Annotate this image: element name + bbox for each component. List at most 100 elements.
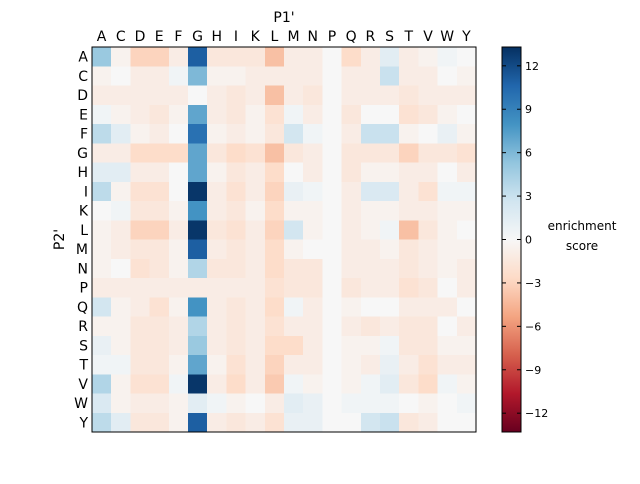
heatmap-cell [188,278,208,298]
heatmap-cell [130,181,150,202]
heatmap-cell [207,220,227,240]
heatmap-cell [437,297,458,317]
heatmap-cell [188,85,208,106]
heatmap-cell [303,316,323,337]
heatmap-cell [341,66,362,86]
heatmap-cell [341,104,362,125]
heatmap-cell [168,220,189,240]
heatmap-cell [245,181,266,202]
heatmap-cell [360,143,381,163]
heatmap-cell [188,316,208,337]
y-tick-label: R [78,319,88,335]
heatmap-cell [226,278,246,298]
heatmap-cell [207,239,227,260]
heatmap-cell [341,278,362,298]
x-tick-label: G [192,29,203,45]
heatmap-cell [437,104,458,125]
heatmap-cell [437,162,458,183]
heatmap-cell [303,335,323,356]
heatmap-cell [284,393,304,414]
heatmap-cell [207,335,227,356]
heatmap-cell [226,297,246,317]
heatmap-cell [380,181,400,202]
heatmap-cell [322,374,342,394]
heatmap-cell [380,66,400,86]
y-tick-label: P [80,281,88,297]
heatmap-cell [111,393,131,414]
plot-frame [91,46,477,433]
heatmap-cell [380,85,400,106]
x-tick-label: I [234,29,238,45]
heatmap-cell [360,335,381,356]
heatmap-cell [111,181,131,202]
heatmap-cell [418,258,438,279]
heatmap-cell [149,162,170,183]
heatmap-cell [149,143,170,163]
heatmap-cell [207,374,227,394]
colorbar-tick-label: 3 [525,190,532,203]
heatmap-cell [456,201,477,221]
heatmap-cell [226,374,246,394]
heatmap-cell [322,412,342,433]
heatmap-cell [168,412,189,433]
heatmap-cell [149,181,170,202]
heatmap-cell [188,412,208,433]
heatmap-cell [130,47,150,67]
heatmap-cell [456,66,477,86]
x-tick-label: F [174,29,182,45]
heatmap-cell [111,374,131,394]
heatmap-cell [380,297,400,317]
heatmap-cell [264,258,285,279]
heatmap-cell [399,220,419,240]
heatmap-cell [168,162,189,183]
heatmap-cell [399,355,419,375]
heatmap-cell [360,412,381,433]
heatmap-cell [303,297,323,317]
heatmap-cell [418,374,438,394]
heatmap-cell [360,181,381,202]
heatmap-cell [130,66,150,86]
heatmap-cell [149,297,170,317]
heatmap-cell [264,393,285,414]
heatmap-cell [149,104,170,125]
heatmap-cell [188,355,208,375]
heatmap-cell [149,66,170,86]
heatmap-cell [380,258,400,279]
x-tick-label: T [404,29,414,45]
heatmap-cell [399,201,419,221]
heatmap-cell [92,201,112,221]
heatmap-cell [245,201,266,221]
heatmap-cell [322,297,342,317]
y-tick-label: G [77,146,88,162]
x-tick-label: W [440,29,454,45]
heatmap-cell [188,335,208,356]
heatmap-cell [92,85,112,106]
heatmap-cell [303,104,323,125]
heatmap-cell [207,143,227,163]
heatmap-cell [264,220,285,240]
y-tick-label: K [79,204,89,220]
heatmap-cell [111,412,131,433]
heatmap-cell [341,220,362,240]
heatmap-cell [284,335,304,356]
heatmap-cell [264,316,285,337]
heatmap-cell [399,374,419,394]
heatmap-cell [341,258,362,279]
heatmap-cell [264,85,285,106]
heatmap-cell [92,412,112,433]
heatmap-cell [188,220,208,240]
heatmap-cell [399,104,419,125]
heatmap-cell [380,220,400,240]
colorbar-label-line2: score [566,239,598,253]
heatmap-cell [456,355,477,375]
y-tick-label: C [78,69,88,85]
heatmap-cell [92,162,112,183]
heatmap-cell [380,104,400,125]
heatmap-cell [322,66,342,86]
colorbar-ticks: 12 9 6 3 0 −3 −6 −9 −12 [502,60,548,420]
heatmap-cell [92,220,112,240]
heatmap-cell [360,278,381,298]
